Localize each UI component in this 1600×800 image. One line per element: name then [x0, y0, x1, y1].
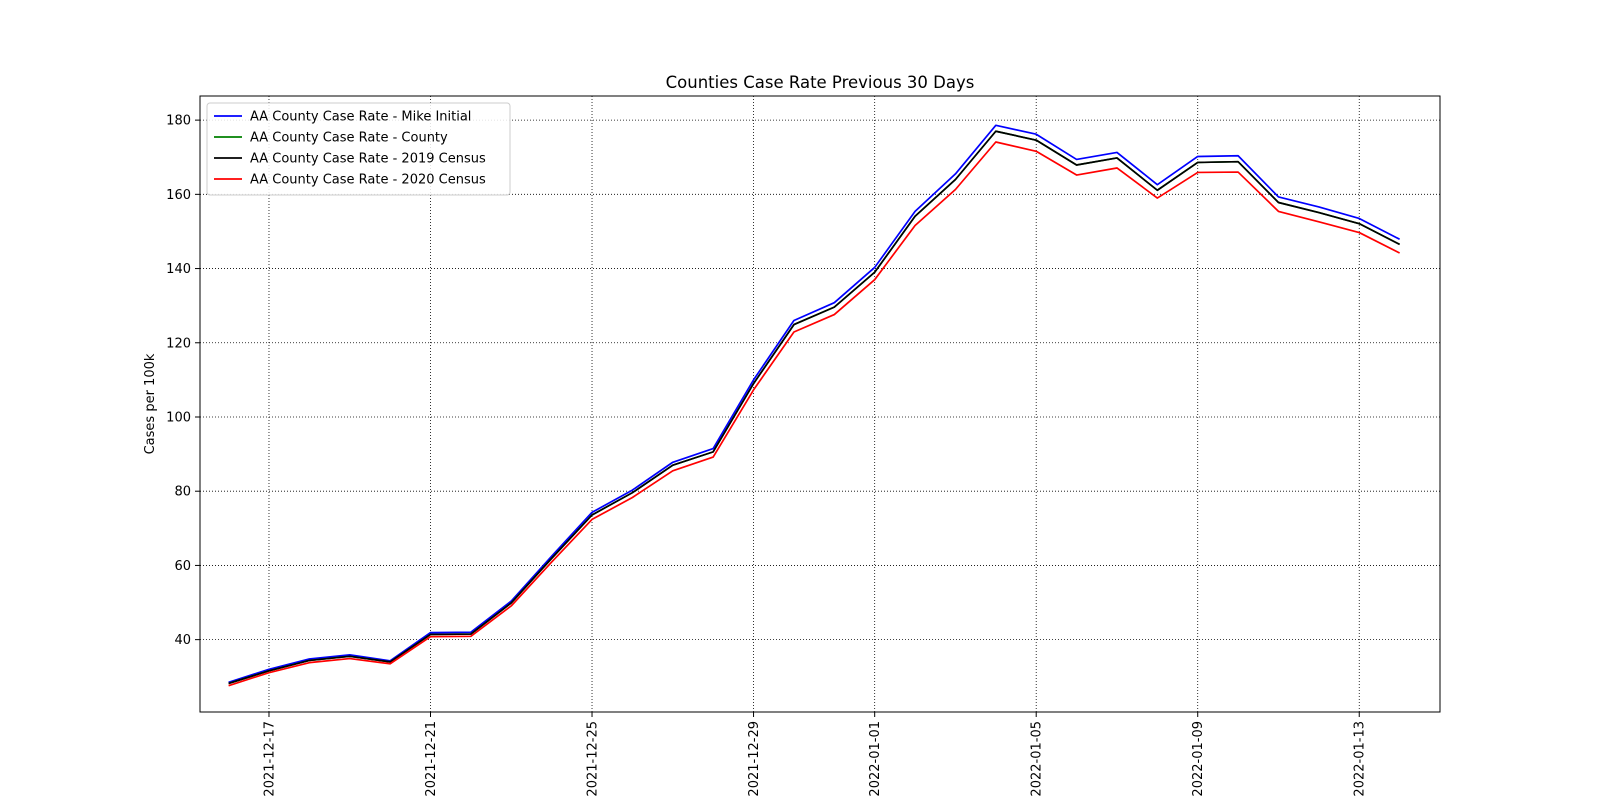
x-tick-label: 2022-01-01: [868, 721, 883, 797]
x-tick-label: 2021-12-17: [262, 721, 277, 797]
y-tick-label: 60: [174, 559, 191, 574]
x-tick-label: 2021-12-29: [747, 721, 762, 797]
y-axis: 40 60 80 100 120 140 160 180: [166, 114, 200, 648]
x-tick-label: 2022-01-13: [1353, 721, 1368, 797]
legend-label: AA County Case Rate - 2019 Census: [250, 152, 486, 167]
series-lines: [228, 124, 1401, 687]
series-line-3: [228, 130, 1401, 685]
plot-frame: [199, 95, 1441, 713]
y-tick-label: 80: [174, 485, 191, 500]
y-tick-label: 140: [166, 262, 191, 277]
legend-label: AA County Case Rate - 2020 Census: [250, 173, 486, 188]
legend-box: [206, 102, 511, 196]
y-tick-label: 160: [166, 188, 191, 203]
x-tick-label: 2022-01-05: [1030, 721, 1045, 797]
chart-title: Counties Case Rate Previous 30 Days: [666, 73, 975, 92]
x-tick-label: 2021-12-21: [424, 721, 439, 797]
y-tick-label: 100: [166, 410, 191, 425]
x-tick-label: 2021-12-25: [586, 721, 601, 797]
x-axis: 2021-12-17 2021-12-21 2021-12-25 2021-12-29…: [262, 712, 1368, 797]
grid: [200, 96, 1440, 712]
y-tick-label: 40: [174, 633, 191, 648]
legend-label: AA County Case Rate - County: [250, 131, 448, 146]
y-tick-label: 120: [166, 336, 191, 351]
series-line-1: [228, 124, 1401, 684]
x-tick-label: 2022-01-09: [1191, 721, 1206, 797]
y-axis-label: Cases per 100k: [143, 353, 158, 454]
legend: AA County Case Rate - Mike Initial AA Cou…: [206, 102, 511, 196]
y-tick-label: 180: [166, 114, 191, 129]
series-line-4: [228, 141, 1401, 687]
legend-label: AA County Case Rate - Mike Initial: [250, 110, 471, 125]
